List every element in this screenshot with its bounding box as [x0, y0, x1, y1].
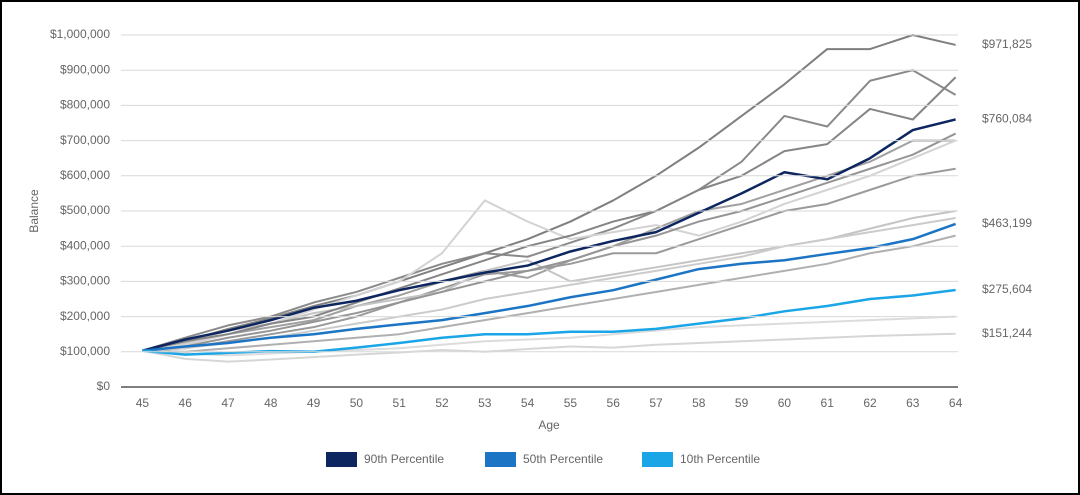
- y-axis-title: Balance: [27, 189, 41, 233]
- plot-lines: [142, 34, 957, 363]
- x-axis-title: Age: [538, 418, 560, 432]
- y-tick-label: $800,000: [60, 98, 110, 112]
- simulation-line: [142, 332, 956, 363]
- simulation-line: [142, 234, 956, 353]
- x-tick-label: 53: [478, 396, 492, 410]
- x-tick-label: 58: [692, 396, 706, 410]
- y-tick-label: $500,000: [60, 203, 110, 217]
- x-tick-label: 54: [521, 396, 535, 410]
- simulation-line: [142, 69, 957, 352]
- y-tick-label: $100,000: [60, 344, 110, 358]
- x-tick-label: 49: [307, 396, 321, 410]
- legend-label: 50th Percentile: [523, 452, 603, 466]
- y-tick-label: $300,000: [60, 274, 110, 288]
- x-tick-label: 62: [863, 396, 877, 410]
- x-tick-label: 57: [649, 396, 663, 410]
- series-line: [142, 118, 956, 352]
- x-tick-label: 61: [821, 396, 835, 410]
- legend-label: 10th Percentile: [680, 452, 760, 466]
- y-tick-label: $0: [97, 379, 111, 393]
- y-tick-label: $600,000: [60, 168, 110, 182]
- x-tick-label: 63: [906, 396, 920, 410]
- x-tick-label: 50: [350, 396, 364, 410]
- x-tick-label: 48: [264, 396, 278, 410]
- end-label: $151,244: [982, 326, 1032, 340]
- x-tick-label: 64: [949, 396, 963, 410]
- end-label: $275,604: [982, 282, 1032, 296]
- x-tick-label: 47: [221, 396, 235, 410]
- end-label: $463,199: [982, 216, 1032, 230]
- x-tick-label: 60: [778, 396, 792, 410]
- series-line: [142, 222, 957, 352]
- x-tick-label: 45: [136, 396, 150, 410]
- y-tick-label: $200,000: [60, 309, 110, 323]
- x-tick-label: 52: [435, 396, 449, 410]
- legend-label: 90th Percentile: [364, 452, 444, 466]
- simulation-line: [142, 139, 956, 352]
- end-label: $760,084: [982, 112, 1032, 126]
- legend-swatch: [485, 452, 516, 467]
- legend-swatch: [326, 452, 357, 467]
- series-line: [142, 288, 956, 356]
- x-tick-label: 46: [179, 396, 193, 410]
- simulation-line: [142, 132, 957, 352]
- y-tick-label: $400,000: [60, 238, 110, 252]
- x-tick-label: 56: [607, 396, 621, 410]
- x-tick-label: 51: [393, 396, 407, 410]
- end-label: $971,825: [982, 37, 1032, 51]
- simulation-line: [142, 76, 957, 352]
- simulation-line: [142, 315, 956, 357]
- x-tick-label: 55: [564, 396, 578, 410]
- y-tick-label: $1,000,000: [50, 27, 110, 41]
- simulation-line: [142, 167, 956, 352]
- y-tick-label: $700,000: [60, 133, 110, 147]
- legend-swatch: [642, 452, 673, 467]
- y-tick-label: $900,000: [60, 62, 110, 76]
- x-tick-label: 59: [735, 396, 749, 410]
